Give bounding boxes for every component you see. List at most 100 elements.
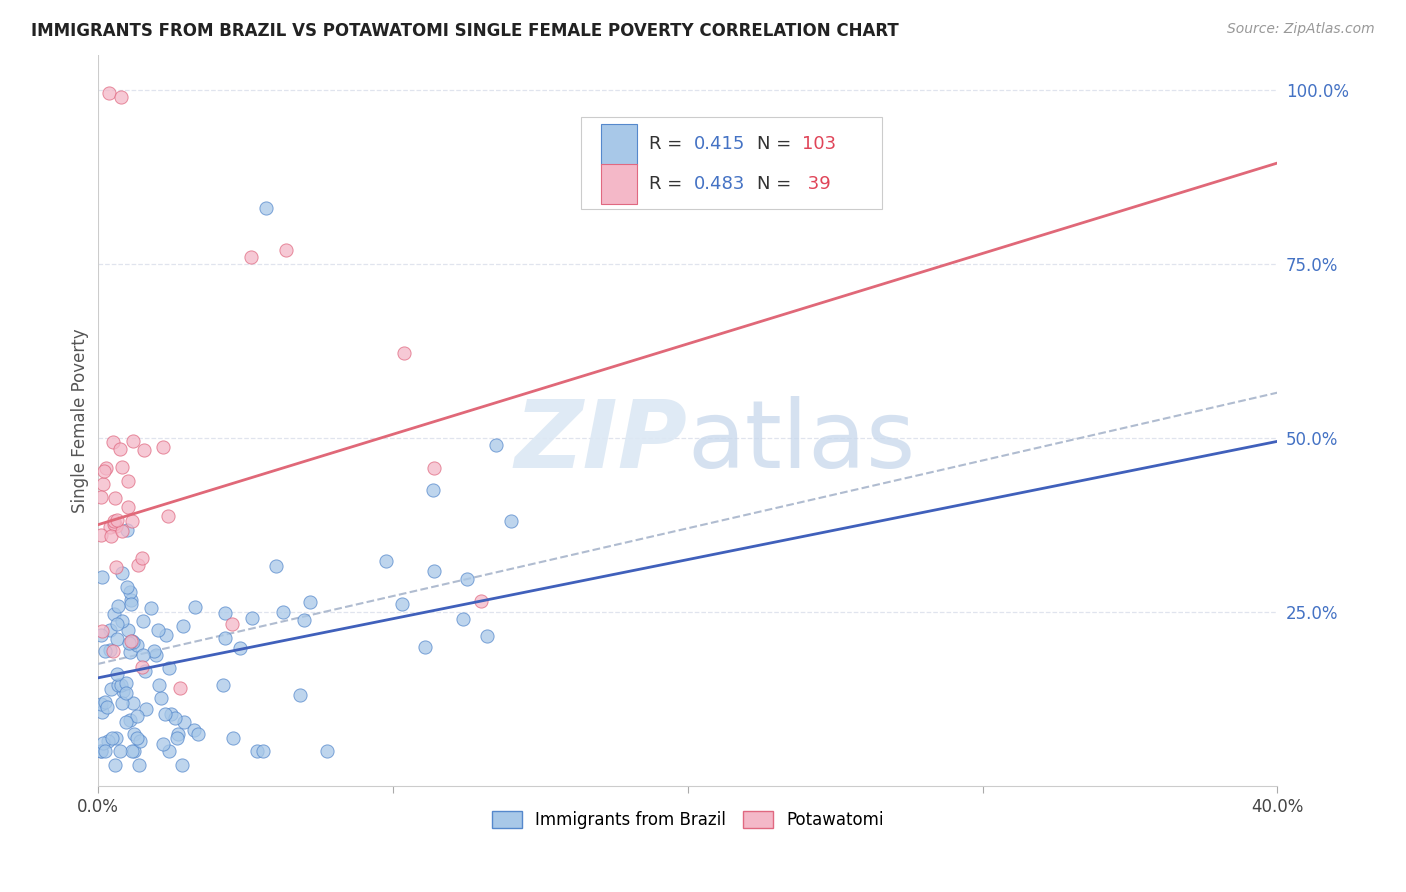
- Point: [153, 707, 176, 722]
- Point: [214, 606, 236, 620]
- Point: [98, 87, 121, 101]
- FancyBboxPatch shape: [581, 117, 882, 209]
- Point: [111, 696, 134, 710]
- Point: [159, 661, 181, 675]
- Point: [139, 601, 162, 615]
- Point: [125, 731, 148, 745]
- Point: [91, 477, 114, 491]
- Point: [254, 201, 277, 215]
- Point: [121, 514, 143, 528]
- Text: Source: ZipAtlas.com: Source: ZipAtlas.com: [1227, 22, 1375, 37]
- Point: [239, 250, 262, 264]
- Point: [117, 500, 139, 514]
- Point: [184, 600, 207, 615]
- Point: [115, 714, 138, 729]
- Point: [132, 442, 155, 457]
- Point: [105, 513, 128, 527]
- Text: R =: R =: [648, 175, 688, 193]
- Point: [252, 744, 274, 758]
- Point: [290, 688, 312, 702]
- Point: [105, 617, 128, 632]
- Point: [115, 675, 138, 690]
- Point: [105, 519, 128, 533]
- Point: [391, 598, 413, 612]
- Point: [143, 644, 166, 658]
- Text: ZIP: ZIP: [515, 396, 688, 489]
- FancyBboxPatch shape: [602, 164, 637, 204]
- Point: [165, 711, 187, 725]
- Point: [108, 442, 131, 457]
- Point: [111, 460, 134, 475]
- Point: [101, 434, 124, 449]
- Point: [117, 475, 139, 489]
- Point: [100, 681, 122, 696]
- Point: [392, 346, 415, 360]
- Point: [118, 645, 141, 659]
- Point: [108, 744, 131, 758]
- Point: [152, 737, 174, 751]
- Point: [172, 758, 194, 772]
- Point: [157, 744, 180, 758]
- Point: [94, 695, 117, 709]
- FancyBboxPatch shape: [602, 124, 637, 164]
- Text: 0.415: 0.415: [693, 136, 745, 153]
- Point: [89, 627, 111, 641]
- Point: [103, 516, 125, 531]
- Point: [110, 678, 132, 692]
- Point: [107, 599, 129, 614]
- Point: [135, 702, 157, 716]
- Point: [221, 616, 243, 631]
- Point: [122, 696, 145, 710]
- Point: [105, 632, 128, 646]
- Point: [155, 628, 177, 642]
- Text: IMMIGRANTS FROM BRAZIL VS POTAWATOMI SINGLE FEMALE POVERTY CORRELATION CHART: IMMIGRANTS FROM BRAZIL VS POTAWATOMI SIN…: [31, 22, 898, 40]
- Point: [148, 678, 170, 692]
- Point: [96, 460, 118, 475]
- Point: [128, 733, 150, 747]
- Point: [101, 731, 124, 746]
- Point: [111, 566, 134, 581]
- Point: [112, 684, 135, 698]
- Point: [105, 560, 128, 574]
- Point: [222, 731, 245, 745]
- Point: [167, 727, 190, 741]
- Point: [107, 678, 129, 692]
- Point: [120, 597, 142, 611]
- Point: [169, 681, 191, 696]
- Point: [111, 614, 134, 628]
- Point: [132, 614, 155, 628]
- Point: [122, 634, 145, 648]
- Point: [292, 613, 315, 627]
- Point: [134, 664, 156, 678]
- Text: 39: 39: [801, 175, 831, 193]
- Point: [125, 708, 148, 723]
- Point: [131, 551, 153, 566]
- Point: [93, 464, 115, 478]
- Point: [240, 611, 263, 625]
- Point: [374, 554, 396, 568]
- Point: [422, 483, 444, 497]
- Text: R =: R =: [648, 136, 688, 153]
- Point: [115, 580, 138, 594]
- Point: [124, 744, 146, 758]
- Point: [146, 623, 169, 637]
- Point: [118, 635, 141, 649]
- Point: [264, 558, 287, 573]
- Point: [120, 713, 142, 727]
- Point: [152, 440, 174, 454]
- Point: [131, 648, 153, 663]
- Point: [118, 584, 141, 599]
- Point: [104, 757, 127, 772]
- Point: [104, 491, 127, 505]
- Point: [477, 629, 499, 643]
- Point: [273, 605, 295, 619]
- Point: [98, 520, 121, 534]
- Point: [128, 758, 150, 772]
- Point: [90, 570, 112, 584]
- Point: [103, 514, 125, 528]
- Point: [121, 634, 143, 648]
- Point: [120, 633, 142, 648]
- Point: [423, 564, 446, 578]
- Point: [98, 624, 121, 638]
- Point: [212, 678, 235, 692]
